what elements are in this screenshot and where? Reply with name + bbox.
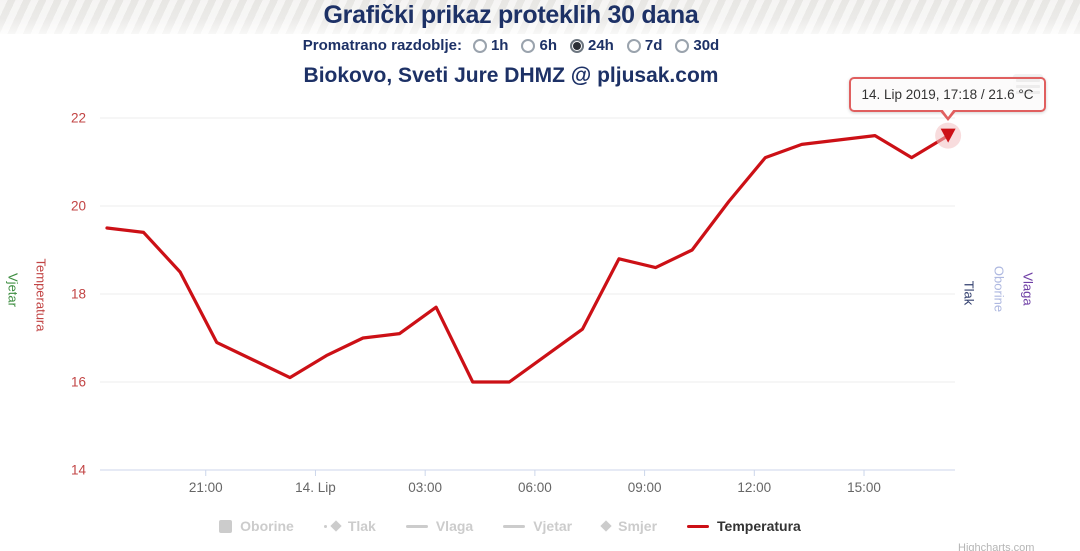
legend-label: Oborine	[240, 518, 294, 534]
period-option-24h[interactable]: 24h	[570, 37, 614, 54]
y-tick-label: 18	[71, 287, 86, 302]
page-title: Grafički prikaz proteklih 30 dana	[323, 1, 699, 29]
period-option-label: 6h	[539, 37, 557, 54]
last-point-marker[interactable]	[940, 128, 956, 143]
axis-title-temperatura: Temperatura	[33, 258, 49, 332]
y-tick-label: 16	[71, 375, 86, 390]
legend-swatch-smjer	[600, 520, 612, 532]
legend-item-temperatura[interactable]: Temperatura	[687, 518, 801, 534]
legend-label: Tlak	[347, 518, 376, 534]
y-tick-label: 14	[71, 463, 87, 478]
period-radio-30d[interactable]	[675, 38, 690, 53]
legend-swatch-tlak	[323, 520, 342, 532]
period-radio-24h[interactable]	[570, 38, 584, 53]
axis-title-tlak: Tlak	[961, 280, 977, 306]
chart-legend: Oborine Tlak Vlaga Vjetar Smjer Temperatura	[0, 513, 1020, 539]
axis-title-vjetar: Vjetar	[5, 273, 21, 307]
period-option-label: 7d	[644, 37, 663, 54]
x-tick-label: 03:00	[408, 480, 442, 495]
period-selector-label: Promatrano razdoblje:	[302, 37, 462, 54]
x-tick-label: 12:00	[737, 480, 771, 495]
page-background-band	[0, 0, 1080, 34]
period-option-label: 30d	[693, 37, 720, 54]
legend-label: Vlaga	[435, 518, 474, 534]
period-option-1h[interactable]: 1h	[472, 37, 509, 54]
x-tick-label: 06:00	[518, 480, 552, 495]
period-radio-7d[interactable]	[626, 38, 641, 53]
legend-item-tlak[interactable]: Tlak	[323, 518, 376, 534]
legend-label: Vjetar	[533, 518, 573, 534]
y-tick-label: 20	[71, 199, 86, 214]
period-radio-1h[interactable]	[472, 38, 487, 53]
period-selector: Promatrano razdoblje: 1h 6h 24h 7d 30d	[0, 37, 1022, 54]
highcharts-credit[interactable]: Highcharts.com	[958, 542, 1035, 551]
legend-label: Smjer	[618, 518, 658, 534]
axis-title-vlaga: Vlaga	[1020, 272, 1036, 306]
tooltip-text: 14. Lip 2019, 17:18 / 21.6 °C	[861, 87, 1034, 102]
legend-label: Temperatura	[717, 518, 801, 534]
x-tick-label: 21:00	[189, 480, 223, 495]
legend-item-vlaga[interactable]: Vlaga	[405, 518, 474, 534]
legend-item-oborine[interactable]: Oborine	[219, 518, 294, 534]
chart-tooltip: 14. Lip 2019, 17:18 / 21.6 °C	[849, 77, 1046, 121]
period-option-label: 24h	[588, 37, 614, 54]
legend-swatch-vlaga	[405, 524, 428, 528]
period-option-6h[interactable]: 6h	[521, 37, 557, 54]
y-tick-label: 22	[71, 111, 86, 126]
legend-item-vjetar[interactable]: Vjetar	[503, 518, 572, 534]
period-radio-6h[interactable]	[521, 38, 536, 53]
period-option-label: 1h	[490, 37, 509, 54]
legend-swatch-temperatura	[687, 524, 710, 528]
x-tick-label: 09:00	[628, 480, 662, 495]
axis-title-oborine: Oborine	[991, 265, 1007, 313]
period-option-30d[interactable]: 30d	[675, 37, 719, 54]
legend-swatch-vjetar	[503, 524, 526, 528]
chart-subtitle: Biokovo, Sveti Jure DHMZ @ pljusak.com	[303, 64, 719, 87]
period-option-7d[interactable]: 7d	[626, 37, 663, 54]
legend-item-smjer[interactable]: Smjer	[600, 518, 658, 534]
x-tick-label: 14. Lip	[295, 480, 336, 495]
x-tick-label: 15:00	[847, 480, 881, 495]
legend-swatch-oborine	[219, 519, 233, 533]
temperature-series-line[interactable]	[105, 134, 950, 384]
